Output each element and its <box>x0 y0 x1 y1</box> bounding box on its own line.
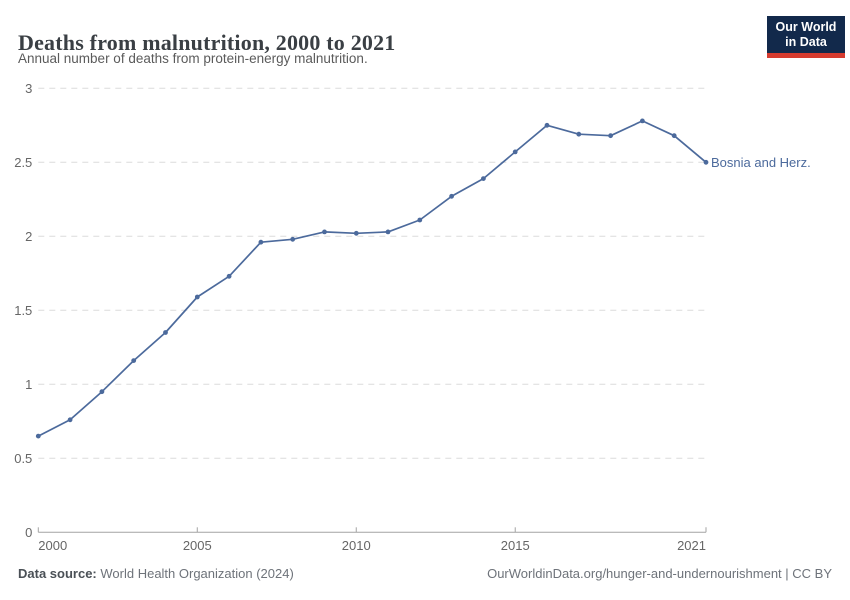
data-point-2011[interactable] <box>385 229 391 235</box>
chart-footer: Data source: World Health Organization (… <box>18 566 832 581</box>
x-tick-label: 2021 <box>677 538 706 553</box>
owid-logo-line2: in Data <box>785 34 827 49</box>
series-label: Bosnia and Herz. <box>711 155 811 170</box>
data-point-2020[interactable] <box>671 133 677 139</box>
data-point-2008[interactable] <box>290 236 296 242</box>
data-point-2000[interactable] <box>35 433 41 439</box>
data-point-2001[interactable] <box>67 417 73 423</box>
data-point-2016[interactable] <box>544 122 550 128</box>
data-point-2013[interactable] <box>449 193 454 199</box>
data-point-2010[interactable] <box>353 230 359 236</box>
data-point-2009[interactable] <box>322 229 327 235</box>
data-source: Data source: World Health Organization (… <box>18 566 294 581</box>
footer-license-link[interactable]: OurWorldinData.org/hunger-and-undernouri… <box>487 566 832 581</box>
data-point-2005[interactable] <box>194 294 200 300</box>
data-point-2018[interactable] <box>608 133 613 139</box>
x-tick-label: 2000 <box>38 538 67 553</box>
chart-title: Deaths from malnutrition, 2000 to 2021 <box>18 29 396 55</box>
y-tick-label: 2.5 <box>14 155 32 170</box>
y-tick-label: 1.5 <box>14 303 32 318</box>
data-point-2002[interactable] <box>99 389 105 395</box>
y-tick-label: 3 <box>25 81 32 96</box>
y-tick-label: 2 <box>25 229 32 244</box>
owid-logo-line1: Our World <box>775 20 837 34</box>
x-tick-label: 2010 <box>342 538 371 553</box>
data-point-2019[interactable] <box>640 118 645 124</box>
y-tick-label: 0.5 <box>14 451 32 466</box>
y-tick-label: 0 <box>25 525 32 540</box>
data-point-2012[interactable] <box>417 217 423 223</box>
owid-logo[interactable]: Our World in Data <box>767 16 845 58</box>
x-tick-label: 2005 <box>183 538 212 553</box>
data-source-label: Data source: <box>18 566 97 581</box>
chart-subtitle: Annual number of deaths from protein-ene… <box>18 51 368 66</box>
y-tick-label: 1 <box>25 377 32 392</box>
data-point-2015[interactable] <box>512 149 518 155</box>
data-point-2004[interactable] <box>163 330 168 335</box>
data-point-2006[interactable] <box>226 273 232 279</box>
data-point-2017[interactable] <box>576 131 582 137</box>
data-source-value: World Health Organization (2024) <box>100 566 294 581</box>
data-point-2007[interactable] <box>258 239 264 245</box>
series-line[interactable] <box>37 120 707 437</box>
data-point-2021[interactable] <box>703 159 709 165</box>
data-point-2014[interactable] <box>481 176 486 182</box>
x-tick-label: 2015 <box>501 538 530 553</box>
data-point-2003[interactable] <box>131 358 137 363</box>
